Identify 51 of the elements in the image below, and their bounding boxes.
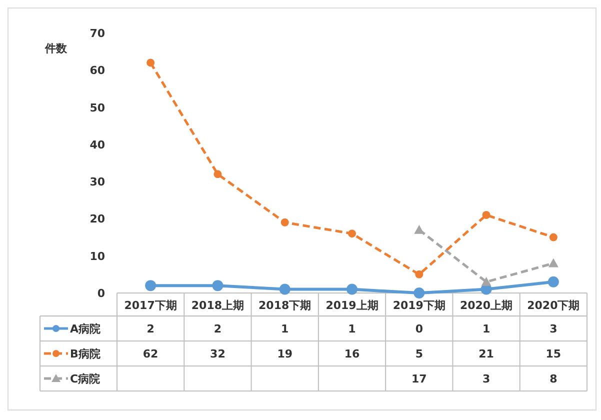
point [415, 270, 424, 278]
point [548, 258, 558, 268]
point [145, 280, 156, 292]
data-label: 1 [281, 322, 289, 336]
data-label: 2 [214, 322, 222, 336]
point [548, 276, 559, 288]
point [481, 276, 492, 286]
point [348, 230, 356, 238]
data-label: 3 [550, 322, 558, 336]
data-label: 2 [146, 322, 154, 336]
x-tick-label: 2019下期 [392, 299, 446, 312]
point [280, 218, 289, 226]
data-label: 32 [210, 348, 226, 360]
data-label: 17 [411, 372, 427, 386]
data-label: 3 [482, 372, 490, 386]
y-tick-label: 50 [90, 101, 106, 114]
point [279, 284, 290, 295]
data-label: 5 [415, 348, 423, 360]
data-label: 1 [482, 322, 490, 336]
y-tick-label: 60 [90, 64, 106, 78]
x-tick-label: 2020下期 [527, 299, 580, 312]
point [549, 233, 558, 242]
legend-label: C病院 [70, 372, 100, 386]
data-label: 15 [546, 348, 562, 360]
x-tick-label: 2019上期 [326, 299, 378, 312]
data-label: 19 [277, 348, 293, 360]
y-tick-label: 0 [97, 287, 106, 300]
point [212, 280, 224, 292]
x-tick-label: 2018上期 [191, 299, 244, 312]
point [346, 284, 358, 295]
y-tick-label: 30 [90, 176, 106, 189]
y-tick-label: 40 [90, 138, 106, 152]
data-label: 21 [478, 348, 494, 360]
y-tick-label: 70 [90, 27, 106, 40]
data-label: 62 [142, 348, 158, 360]
y-tick-label: 20 [90, 212, 106, 226]
legend-label: A病院 [70, 322, 101, 336]
data-label: 8 [550, 372, 558, 386]
point [414, 288, 425, 298]
y-axis-title: 件数 [44, 42, 68, 55]
point [482, 211, 490, 219]
data-label: 0 [415, 322, 424, 336]
x-tick-label: 2017下期 [124, 299, 177, 312]
point [146, 58, 155, 67]
data-label: 1 [348, 322, 356, 336]
legend-label: B病院 [70, 348, 100, 360]
data-label: 16 [344, 348, 360, 360]
x-tick-label: 2018下期 [258, 299, 312, 312]
y-tick-label: 10 [90, 250, 106, 263]
point [214, 170, 222, 178]
x-tick-label: 2020上期 [460, 299, 513, 312]
